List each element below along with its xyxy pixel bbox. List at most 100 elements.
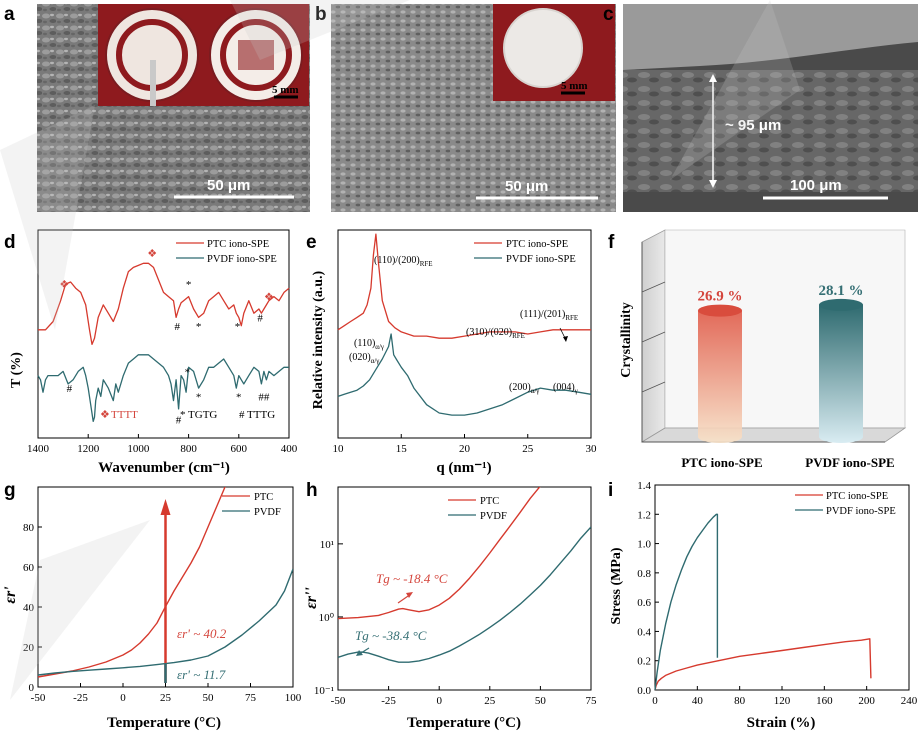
bar-value-label-f-0: 26.9 % <box>698 289 743 305</box>
ytick-label-h-0: 10⁻¹ <box>314 685 334 697</box>
inset-scale-text-a: 5 mm <box>272 84 299 96</box>
ann-ptc-tg-h: Tg ~ -18.4 °C <box>376 571 448 586</box>
xtick-label-e-0: 10 <box>333 443 345 455</box>
series-line-h-1 <box>338 526 591 663</box>
xlabel-g: Temperature (°C) <box>107 715 221 731</box>
peak-marker-d-9: # <box>176 414 182 426</box>
inset-scale-text-b: 5 mm <box>561 80 588 92</box>
ann-111-arrow-head <box>563 336 568 342</box>
thickness-arrow-head-bottom <box>709 180 717 188</box>
panel-label-c: c <box>603 4 614 25</box>
panel-label-f: f <box>608 232 615 253</box>
legend-text-pvdf-d: PVDF iono-SPE <box>207 254 277 265</box>
xrd-chart: 10 15 20 25 30 <box>333 229 597 455</box>
xtick-label-d-5: 400 <box>281 443 298 455</box>
series-line-h-0 <box>338 487 541 620</box>
legend-d: PTC iono-SPE PVDF iono-SPE <box>176 239 277 265</box>
xtick-label-g-5: 75 <box>245 692 257 704</box>
xtick-label-d-1: 1200 <box>77 443 100 455</box>
peak-marker-d-12: * <box>236 392 242 404</box>
peak-marker-d-6: * <box>235 321 241 333</box>
watermark <box>0 0 800 700</box>
ylabel-f: Crystallinity <box>619 302 634 377</box>
ylabel-e: Relative intensity (a.u.) <box>311 270 326 409</box>
ytick-label-g-0: 0 <box>29 682 35 694</box>
xtick-label-g-4: 50 <box>203 692 215 704</box>
series-group-g <box>38 487 293 678</box>
peak-marker-d-3: # <box>175 321 181 333</box>
ylabel-h: εr'' <box>303 587 320 609</box>
xlabel-i: Strain (%) <box>747 715 816 731</box>
peak-marker-d-13: ## <box>258 392 270 404</box>
legend-text-ptc-h: PTC <box>480 496 499 507</box>
ann-ptc-tg-arrow-head <box>406 592 413 598</box>
xtick-label-h-1: -25 <box>381 695 396 707</box>
inset-photo-b <box>493 4 615 101</box>
legend-text-pvdf-e: PVDF iono-SPE <box>506 254 576 265</box>
ytick-label-h-2: 10¹ <box>320 539 334 551</box>
category-label-pvdf-f: PVDF iono-SPE <box>805 455 894 470</box>
panel-label-d: d <box>4 232 16 253</box>
ytick-label-g-3: 60 <box>23 562 35 574</box>
xtick-label-g-2: 0 <box>120 692 126 704</box>
xlabel-h: Temperature (°C) <box>407 715 521 731</box>
stress-strain-chart: 0 40 80 120 160 200 240 0.0 0.2 0.4 0.6 0.8 1.0 1.2 1.… <box>637 480 918 707</box>
ytick-label-g-4: 80 <box>23 522 35 534</box>
inset-photo-a <box>98 4 309 106</box>
xtick-label-i-1: 40 <box>692 695 704 707</box>
xtick-label-e-3: 25 <box>522 443 534 455</box>
xtick-label-g-3: 25 <box>160 692 172 704</box>
ann-111: (111)/(201)RFE <box>520 309 578 322</box>
legend-h: PTC PVDF <box>448 496 507 522</box>
xtick-label-h-5: 75 <box>586 695 598 707</box>
panel-label-b: b <box>315 4 327 25</box>
xtick-label-g-6: 100 <box>285 692 302 704</box>
bar-f-0 <box>698 310 742 443</box>
bar-top-f-1 <box>819 298 863 311</box>
legend-i: PTC iono-SPE PVDF iono-SPE <box>795 491 896 517</box>
peak-marker-d-5: * <box>196 321 202 333</box>
scale-text-a: 50 μm <box>207 177 250 194</box>
dielectric-real-chart: -50 -25 0 25 50 75 100 0 20 40 60 80 <box>23 486 302 704</box>
ann-pvdf-tg-arrow-head <box>356 650 363 656</box>
plot-frame-d <box>37 229 290 439</box>
ytick-label-i-7: 1.4 <box>637 480 651 492</box>
key-tttt-symbol: ❖ <box>100 409 110 421</box>
crystallinity-chart: 26.9 % 28.1 % <box>698 283 864 443</box>
ann-pvdf-value-g: εr' ~ 11.7 <box>177 667 226 682</box>
xtick-label-h-2: 0 <box>436 695 442 707</box>
peak-marker-d-4: * <box>186 279 192 291</box>
legend-g: PTC PVDF <box>222 492 281 518</box>
xtick-label-d-3: 800 <box>180 443 197 455</box>
peak-marker-d-11: * <box>196 392 202 404</box>
ann-200: (200)α/γ <box>509 382 539 395</box>
ytick-label-g-2: 40 <box>23 602 35 614</box>
scale-text-b: 50 μm <box>505 178 548 195</box>
xtick-label-d-2: 1000 <box>127 443 150 455</box>
legend-text-pvdf-h: PVDF <box>480 511 507 522</box>
xtick-label-i-6: 240 <box>901 695 918 707</box>
xtick-label-d-0: 1400 <box>27 443 50 455</box>
marker-arrow-head-g <box>160 499 171 515</box>
bar-top-f-0 <box>698 304 742 317</box>
thickness-arrow-head-top <box>709 74 717 82</box>
ytick-label-i-2: 0.4 <box>637 626 651 638</box>
panel-label-i: i <box>608 480 613 501</box>
xtick-label-e-2: 20 <box>459 443 471 455</box>
sem-top-surface-c <box>623 4 918 70</box>
ytick-label-i-6: 1.2 <box>637 509 651 521</box>
peak-marker-d-10: * <box>185 367 191 379</box>
xtick-label-d-4: 600 <box>231 443 248 455</box>
xtick-label-e-1: 15 <box>396 443 408 455</box>
ylabel-g: εr' <box>2 586 19 604</box>
ylabel-i: Stress (MPa) <box>609 547 624 624</box>
xtick-label-i-0: 0 <box>652 695 658 707</box>
legend-text-ptc-e: PTC iono-SPE <box>506 239 568 250</box>
panel-label-e: e <box>306 232 317 253</box>
peak-marker-d-0: ❖ <box>59 279 69 291</box>
peak-marker-d-1: ❖ <box>147 248 157 260</box>
xtick-label-i-5: 200 <box>858 695 875 707</box>
ytick-label-i-1: 0.2 <box>637 656 651 668</box>
ylabel-d: T (%) <box>9 352 24 388</box>
